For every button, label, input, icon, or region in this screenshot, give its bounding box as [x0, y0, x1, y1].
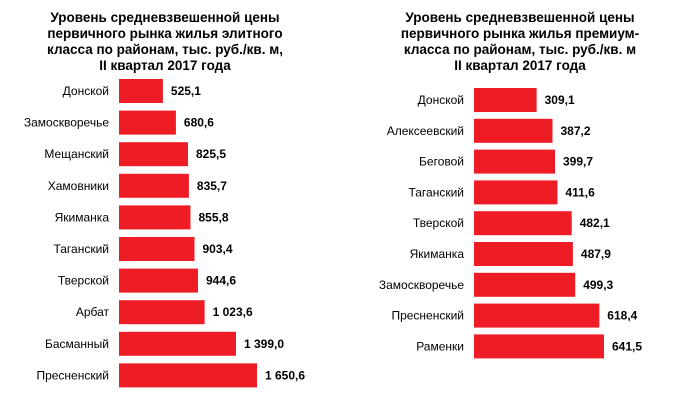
- value-label: 835,7: [197, 179, 227, 193]
- bar: [119, 205, 191, 230]
- category-label: Арбат: [76, 305, 110, 319]
- bar: [119, 331, 236, 356]
- category-label: Тверской: [413, 216, 464, 230]
- value-label: 1 023,6: [213, 305, 253, 319]
- bar: [119, 237, 195, 261]
- bar: [119, 268, 198, 293]
- value-label: 411,6: [565, 185, 595, 199]
- category-label: Мещанский: [44, 147, 109, 161]
- value-label: 309,1: [545, 93, 575, 107]
- bar: [119, 173, 189, 198]
- premium-class-chart: Уровень средневзвешенной цены первичного…: [355, 0, 698, 401]
- value-label: 525,1: [171, 84, 201, 98]
- bar: [474, 180, 558, 205]
- bar: [119, 363, 257, 388]
- category-label: Пресненский: [391, 309, 464, 323]
- category-label: Замоскворечье: [24, 116, 109, 130]
- value-label: 944,6: [206, 274, 236, 288]
- bar: [119, 110, 176, 135]
- category-label: Таганский: [53, 242, 109, 256]
- bar: [119, 300, 205, 325]
- bar: [474, 272, 576, 297]
- bar: [119, 142, 188, 167]
- value-label: 499,3: [583, 278, 613, 292]
- category-label: Басманный: [45, 337, 109, 351]
- chart-title: Уровень средневзвешенной цены первичного…: [47, 10, 283, 73]
- value-label: 1 399,0: [244, 337, 284, 351]
- bar: [474, 211, 572, 236]
- category-label: Донской: [63, 84, 109, 98]
- bar: [474, 118, 553, 143]
- bar: [474, 303, 600, 328]
- bar: [474, 334, 604, 359]
- value-label: 387,2: [561, 124, 591, 138]
- category-label: Таганский: [408, 185, 464, 199]
- value-label: 482,1: [580, 216, 610, 230]
- value-label: 487,9: [581, 247, 611, 261]
- category-label: Раменки: [416, 339, 464, 353]
- value-label: 680,6: [184, 116, 214, 130]
- category-label: Якиманка: [410, 247, 465, 261]
- chart-title: Уровень средневзвешенной цены первичного…: [400, 10, 640, 73]
- category-label: Пресненский: [36, 368, 109, 382]
- value-label: 618,4: [607, 309, 637, 323]
- value-label: 825,5: [196, 147, 226, 161]
- value-label: 903,4: [203, 242, 233, 256]
- bar: [119, 79, 163, 103]
- category-label: Якиманка: [55, 210, 110, 224]
- bar: [474, 88, 537, 112]
- value-label: 855,8: [199, 210, 229, 224]
- category-label: Беговой: [419, 155, 464, 169]
- value-label: 399,7: [563, 155, 593, 169]
- category-label: Алексеевский: [387, 124, 464, 138]
- category-label: Хамовники: [48, 179, 109, 193]
- category-label: Донской: [418, 93, 464, 107]
- elite-bar-plot: Донской 525,1 Замоскворечье 680,6 Мещанский 8…: [24, 79, 305, 388]
- category-label: Замоскворечье: [379, 278, 464, 292]
- premium-bar-plot: Донской 309,1 Алексеевский 387,2 Беговой 399,…: [379, 88, 642, 359]
- bar: [474, 242, 573, 266]
- elite-class-chart: Уровень средневзвешенной цены первичного…: [0, 0, 345, 401]
- bar: [474, 149, 555, 174]
- value-label: 641,5: [612, 339, 642, 353]
- category-label: Тверской: [58, 274, 109, 288]
- value-label: 1 650,6: [265, 368, 305, 382]
